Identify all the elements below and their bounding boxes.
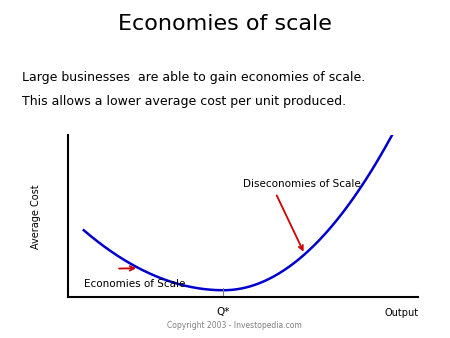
Text: Diseconomies of Scale: Diseconomies of Scale [243, 179, 361, 189]
Text: This allows a lower average cost per unit produced.: This allows a lower average cost per uni… [22, 95, 346, 107]
Text: Output: Output [384, 308, 419, 318]
Text: Average Cost: Average Cost [31, 184, 41, 249]
Text: Copyright 2003 - Investopedia.com: Copyright 2003 - Investopedia.com [166, 320, 302, 330]
Text: Economies of scale: Economies of scale [118, 14, 332, 33]
Text: Q*: Q* [217, 307, 230, 317]
Text: Large businesses  are able to gain economies of scale.: Large businesses are able to gain econom… [22, 71, 366, 84]
Text: Economies of Scale: Economies of Scale [84, 280, 185, 289]
